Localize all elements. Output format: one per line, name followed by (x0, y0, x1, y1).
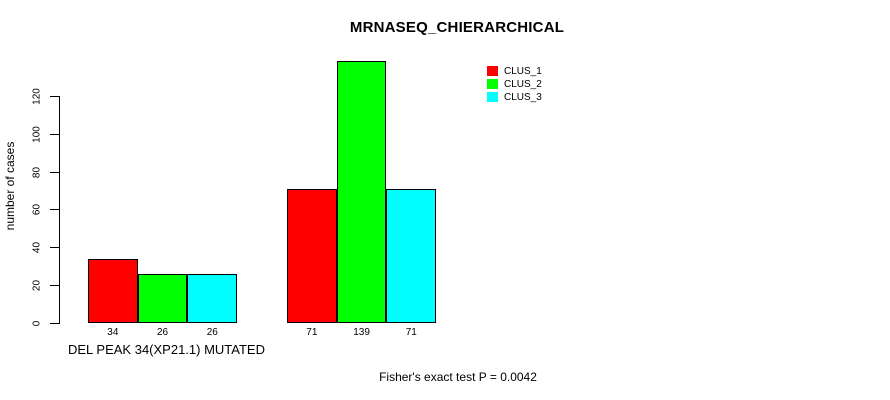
y-tick-mark (50, 284, 59, 286)
legend-swatch-icon (487, 79, 498, 89)
legend: CLUS_1 CLUS_2 CLUS_3 (487, 65, 542, 104)
y-tick-mark (50, 171, 59, 173)
x-axis-group-label: DEL PEAK 34(XP21.1) MUTATED (68, 342, 265, 357)
chart-title: MRNASEQ_CHIERARCHICAL (349, 19, 565, 36)
bar-clus_2-group1 (137, 273, 188, 323)
legend-swatch-icon (487, 92, 498, 102)
y-tick-mark (50, 322, 59, 324)
bar-value-label: 26 (156, 327, 169, 338)
bar-clus_1-group2 (287, 188, 337, 323)
bar-value-label: 34 (107, 327, 119, 338)
legend-item-clus_2: CLUS_2 (487, 78, 542, 90)
y-tick-mark (50, 247, 59, 248)
bar-value-label: 71 (306, 327, 318, 338)
y-tick-label: 80 (31, 166, 43, 178)
y-tick-label: 0 (31, 320, 43, 326)
legend-item-clus_3: CLUS_3 (487, 91, 542, 103)
y-tick-label: 40 (31, 241, 43, 254)
legend-label: CLUS_2 (504, 78, 542, 90)
y-tick-label: 100 (31, 125, 43, 143)
bar-clus_3-group2 (386, 188, 437, 323)
footnote-pvalue: Fisher's exact test P = 0.0042 (379, 370, 537, 384)
y-axis-line (59, 96, 60, 324)
legend-label: CLUS_3 (504, 91, 542, 103)
y-tick-mark (50, 96, 59, 97)
legend-swatch-icon (487, 66, 498, 76)
y-tick-label: 60 (31, 204, 43, 216)
bar-clus_1-group1 (88, 258, 138, 323)
y-tick-mark (50, 133, 59, 135)
bar-value-label: 26 (206, 327, 218, 338)
y-tick-mark (50, 209, 59, 211)
bar-value-label: 71 (405, 327, 417, 338)
y-tick-label: 20 (31, 279, 43, 291)
bar-value-label: 139 (353, 327, 370, 338)
bar-clus_2-group2 (336, 60, 387, 323)
legend-label: CLUS_1 (504, 65, 542, 77)
y-tick-label: 120 (31, 88, 43, 105)
bar-clus_3-group1 (187, 273, 238, 323)
y-axis-title: number of cases (3, 141, 17, 231)
legend-item-clus_1: CLUS_1 (487, 65, 542, 77)
